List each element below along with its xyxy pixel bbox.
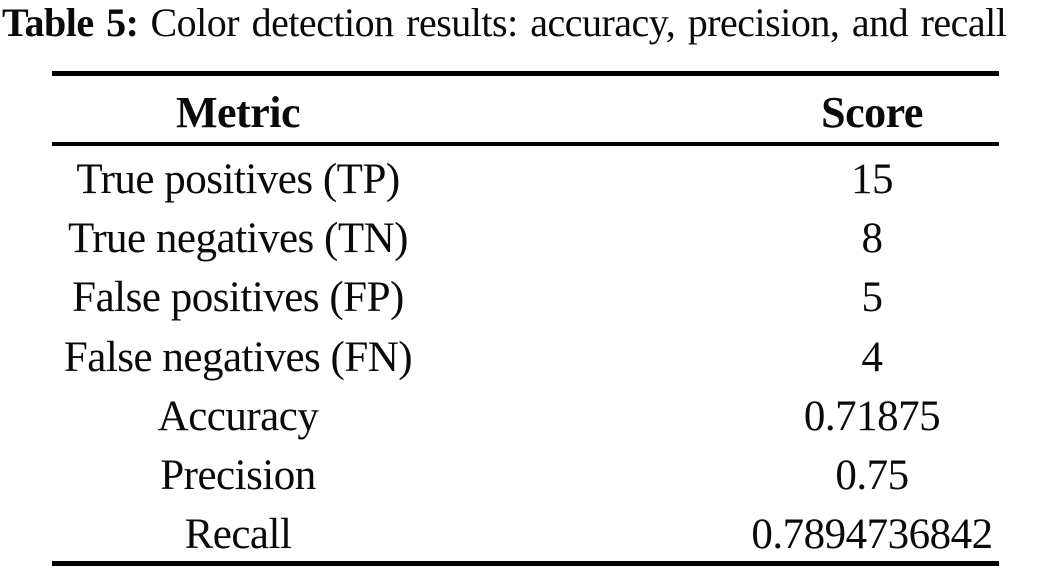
table-mid-rule — [52, 142, 999, 146]
table-caption: Table 5: Color detection results: accurac… — [2, 0, 1007, 49]
score-cell: 0.75 — [835, 452, 909, 500]
score-cell: 0.71875 — [803, 392, 941, 440]
table-row: Precision 0.75 — [52, 442, 999, 501]
table-row: True positives (TP) 15 — [52, 146, 999, 205]
table-caption-text: Color detection results: accuracy, preci… — [150, 0, 1007, 45]
column-header-metric: Metric — [176, 87, 301, 137]
table-bottom-rule — [52, 561, 999, 567]
results-table: Metric Score True positives (TP) 15 True… — [52, 71, 999, 567]
metric-cell: True negatives (TN) — [67, 214, 409, 262]
score-cell: 5 — [861, 274, 884, 322]
score-cell: 0.7894736842 — [751, 511, 993, 559]
table-row: Recall 0.7894736842 — [52, 502, 999, 561]
table-header-row: Metric Score — [52, 76, 999, 142]
metric-cell: Precision — [160, 452, 316, 500]
metric-cell: False negatives (FN) — [63, 333, 413, 381]
metric-cell: True positives (TP) — [76, 155, 400, 203]
table-body: True positives (TP) 15 True negatives (T… — [52, 146, 999, 561]
table-top-rule — [52, 71, 999, 76]
column-header-score: Score — [821, 87, 923, 137]
score-cell: 4 — [861, 333, 884, 381]
table-caption-label: Table 5: — [2, 0, 139, 45]
metric-cell: False positives (FP) — [72, 274, 404, 322]
score-cell: 15 — [851, 155, 894, 203]
table-row: Accuracy 0.71875 — [52, 383, 999, 442]
table-row: True negatives (TN) 8 — [52, 205, 999, 264]
metric-cell: Recall — [184, 511, 292, 559]
metric-cell: Accuracy — [157, 392, 319, 440]
score-cell: 8 — [861, 214, 884, 262]
table-row: False positives (FP) 5 — [52, 265, 999, 324]
table-row: False negatives (FN) 4 — [52, 324, 999, 383]
